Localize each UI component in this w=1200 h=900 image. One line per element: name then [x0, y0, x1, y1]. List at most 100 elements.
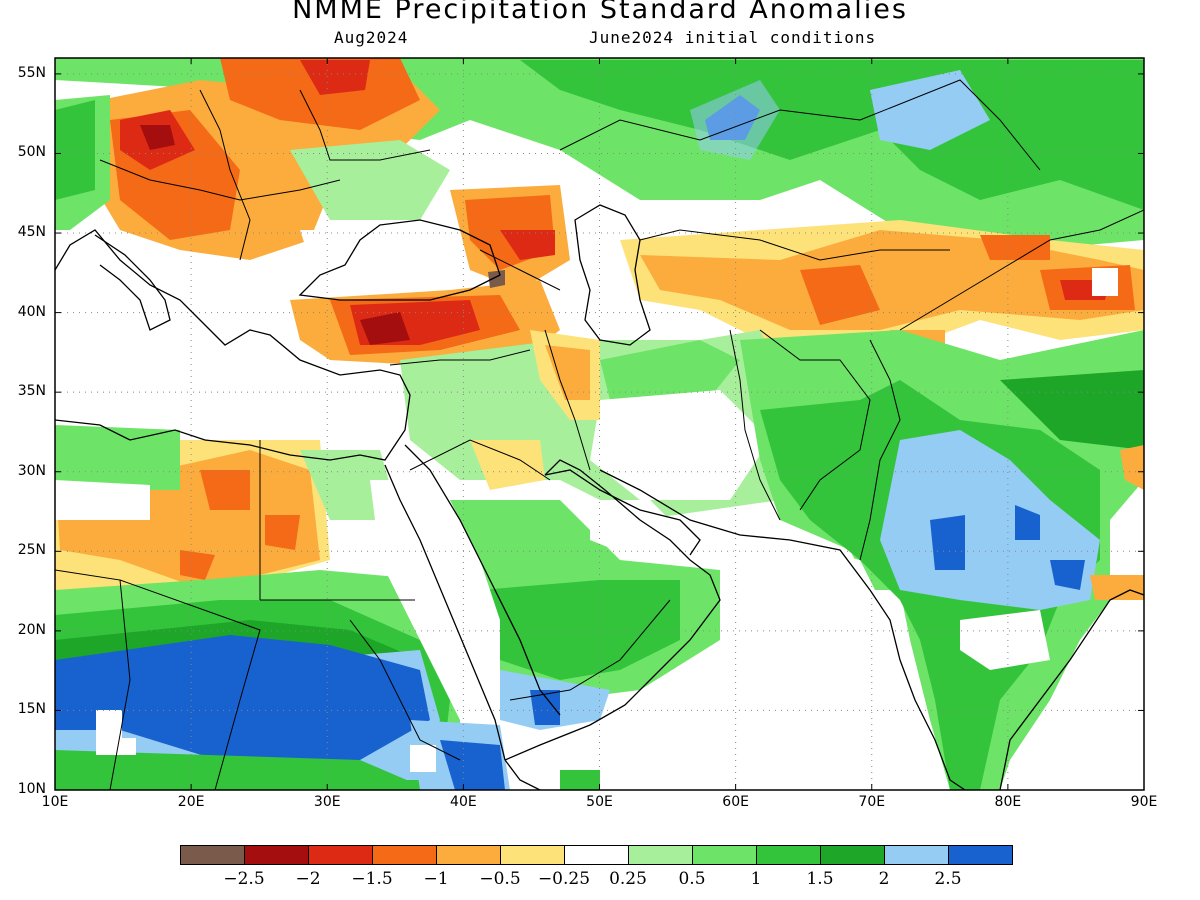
coastline-india	[869, 589, 1144, 790]
coastline-arabia	[504, 459, 721, 761]
anomaly-field	[140, 125, 175, 150]
latitude-tick-label: 55N	[17, 64, 46, 81]
colorbar-label: −0.25	[537, 869, 591, 889]
border-caucasus	[479, 249, 561, 291]
coastline-africa-horn	[504, 759, 541, 790]
colorbar-label: −1.5	[351, 869, 393, 889]
anomaly-field	[470, 440, 545, 490]
latitude-tick-label: 20N	[17, 621, 46, 638]
init-conditions-label: June2024 initial conditions	[589, 28, 877, 47]
longitude-tick-label: 40E	[450, 794, 477, 810]
coastline-caspian	[574, 204, 651, 346]
border-chad	[119, 579, 261, 790]
colorbar-label: 1	[750, 869, 762, 889]
colorbar-label: −2.5	[223, 869, 265, 889]
anomaly-field	[870, 70, 990, 150]
anomaly-field	[55, 750, 430, 790]
anomaly-field	[265, 515, 300, 550]
latitude-tick-label: 25N	[17, 542, 46, 559]
anomaly-field	[96, 710, 136, 755]
map-title: NMME Precipitation Standard Anomalies	[292, 0, 908, 25]
colorbar-swatch	[820, 845, 885, 865]
anomaly-field	[55, 100, 95, 200]
border-algeria-niger	[55, 569, 131, 790]
border-europe-3	[299, 89, 431, 161]
latitude-tick-label: 45N	[17, 224, 46, 241]
anomaly-field	[410, 360, 500, 440]
colorbar-swatch	[692, 845, 757, 865]
colorbar-label: 1.5	[806, 869, 834, 889]
anomaly-field	[370, 480, 500, 720]
anomaly-field	[360, 312, 410, 345]
anomaly-field	[800, 265, 880, 325]
anomaly-field	[520, 60, 1144, 210]
coastline-persian-gulf	[544, 469, 701, 556]
border-pakistan-india	[859, 339, 901, 561]
colorbar-swatch	[180, 845, 245, 865]
longitude-tick-label: 30E	[313, 794, 341, 810]
anomaly-field	[440, 740, 505, 790]
anomaly-field	[1120, 445, 1144, 490]
anomaly-field	[200, 470, 250, 510]
anomaly-field	[180, 550, 215, 580]
border-iran-afghanistan	[729, 329, 781, 521]
longitude-tick-label: 60E	[722, 794, 749, 810]
longitude-tick-label: 10E	[41, 794, 69, 810]
target-month-label: Aug2024	[334, 28, 409, 47]
anomaly-field	[1015, 505, 1040, 540]
coastline-italy	[94, 234, 171, 331]
border-saudi-north	[409, 439, 551, 481]
coastline-iran-south	[599, 469, 871, 591]
colorbar-swatch	[884, 845, 949, 865]
map-plot-area	[55, 58, 1144, 790]
coastlines	[55, 204, 1144, 790]
colorbar-swatch	[500, 845, 565, 865]
border-kazakhstan-south	[639, 229, 950, 261]
anomaly-field	[1090, 575, 1144, 600]
border-afghanistan-pakistan	[759, 329, 871, 511]
longitude-tick-label: 20E	[177, 794, 205, 810]
border-sudan-ethiopia	[349, 619, 461, 761]
anomaly-field	[590, 390, 770, 500]
anomaly-field	[300, 230, 490, 300]
anomaly-field	[300, 60, 370, 95]
colorbar-swatch	[564, 845, 629, 865]
latitude-tick-label: 40N	[17, 303, 46, 320]
border-china-west	[899, 209, 1144, 331]
anomaly-field	[55, 425, 180, 490]
border-europe-2	[199, 89, 251, 261]
latitude-tick-label: 35N	[17, 383, 46, 400]
anomaly-field	[480, 580, 680, 680]
anomaly-field	[530, 690, 560, 725]
anomaly-field	[1000, 370, 1144, 450]
colorbar-label: −2	[295, 869, 321, 889]
colorbar-label: 2	[878, 869, 890, 889]
anomaly-field	[1050, 560, 1085, 590]
anomaly-field	[930, 515, 965, 570]
longitude-tick-label: 50E	[586, 794, 613, 810]
latitude-tick-label: 30N	[17, 462, 46, 479]
latitude-tick-label: 15N	[17, 701, 46, 718]
border-iraq-iran	[544, 329, 591, 471]
colorbar-label: 2.5	[934, 869, 962, 889]
colorbar-swatch	[628, 845, 693, 865]
colorbar-swatch	[436, 845, 501, 865]
anomaly-field	[410, 745, 436, 772]
colorbar-label: 0.5	[678, 869, 706, 889]
anomaly-field	[545, 345, 590, 400]
border-kazakhstan-russia	[559, 79, 1041, 171]
latitude-tick-label: 50N	[17, 144, 46, 161]
political-borders	[55, 79, 1144, 790]
coastline-red-sea	[384, 444, 561, 761]
colorbar-swatch	[308, 845, 373, 865]
anomaly-field	[980, 235, 1050, 260]
border-turkey-syria	[389, 349, 531, 366]
longitude-tick-label: 90E	[1130, 794, 1158, 810]
coastline-black-sea	[298, 219, 501, 301]
anomaly-field	[600, 540, 940, 790]
longitude-tick-label: 70E	[858, 794, 886, 810]
anomaly-field	[488, 270, 505, 288]
anomaly-field	[1092, 268, 1118, 296]
border-saudi-yemen	[509, 599, 671, 701]
